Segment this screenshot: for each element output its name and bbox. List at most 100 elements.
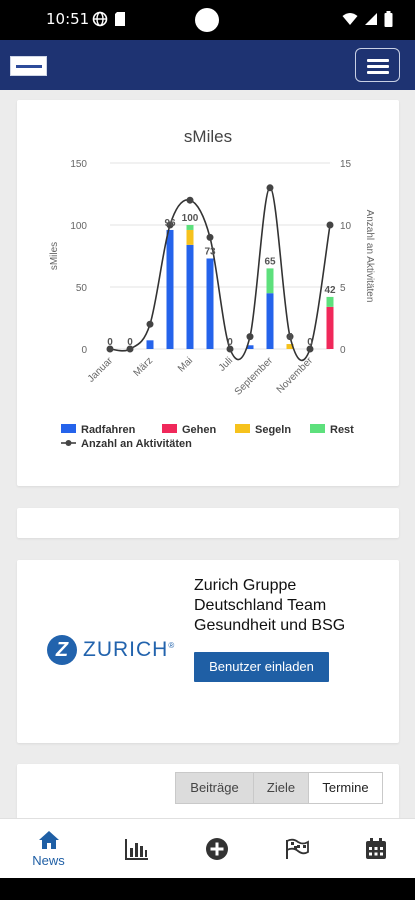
bar-radfahren bbox=[246, 345, 254, 349]
bar-total-label: 0 bbox=[127, 337, 133, 348]
nav-statistics[interactable] bbox=[95, 819, 178, 879]
activity-count-line bbox=[109, 186, 331, 362]
invite-users-button[interactable]: Benutzer einladen bbox=[194, 652, 329, 682]
feed-tabs-card: Beiträge Ziele Termine bbox=[17, 764, 399, 824]
bar-total-label: 73 bbox=[204, 246, 216, 257]
y2-tick-label: 5 bbox=[340, 283, 346, 294]
app-header bbox=[0, 40, 415, 90]
zurich-logo-mark: Z bbox=[47, 635, 77, 665]
y2-tick-label: 0 bbox=[340, 345, 346, 356]
y-tick-label: 0 bbox=[81, 345, 87, 356]
legend-label: Gehen bbox=[182, 424, 217, 436]
activity-count-point bbox=[186, 196, 194, 204]
empty-card bbox=[17, 508, 399, 538]
bottom-navigation: News bbox=[0, 818, 415, 878]
x-tick-label: Januar bbox=[86, 355, 116, 385]
tab-ziele[interactable]: Ziele bbox=[253, 772, 309, 804]
activity-count-point bbox=[286, 333, 294, 341]
app-logo[interactable] bbox=[10, 56, 47, 76]
team-card: Z ZURICH® Zurich Gruppe Deutschland Team… bbox=[17, 560, 399, 743]
home-icon bbox=[38, 831, 59, 849]
globe-icon bbox=[92, 11, 108, 27]
signal-icon bbox=[365, 13, 377, 25]
tab-beitraege[interactable]: Beiträge bbox=[175, 772, 254, 804]
activity-count-point bbox=[306, 345, 314, 353]
bar-total-label: 96 bbox=[164, 218, 176, 229]
activity-count-point bbox=[126, 345, 134, 353]
battery-icon bbox=[384, 11, 393, 27]
bar-rest bbox=[266, 268, 274, 294]
bar-radfahren bbox=[266, 293, 274, 349]
bar-total-label: 42 bbox=[324, 285, 336, 296]
legend-swatch-rest bbox=[310, 424, 325, 433]
bar-total-label: 100 bbox=[182, 213, 199, 224]
legend-swatch-radfahren bbox=[61, 424, 76, 433]
wifi-icon bbox=[342, 13, 358, 25]
smiles-chart: sMiles 0 50 100 150 0 5 10 15 sMiles Anzahl an Akt… bbox=[49, 127, 375, 450]
legend-label: Rest bbox=[330, 424, 354, 436]
y-axis-label: sMiles bbox=[49, 242, 60, 270]
legend-label: Radfahren bbox=[81, 424, 136, 436]
nav-challenges[interactable] bbox=[255, 819, 338, 879]
status-bar: 10:51 bbox=[0, 0, 415, 40]
activity-count-point bbox=[106, 345, 114, 353]
status-icons-left bbox=[92, 11, 126, 27]
bar-rest bbox=[186, 225, 194, 230]
chart-title: sMiles bbox=[184, 127, 232, 146]
nav-add-activity[interactable] bbox=[175, 819, 258, 879]
nav-news[interactable]: News bbox=[7, 819, 90, 879]
sim-card-icon bbox=[115, 12, 125, 26]
legend-label: Segeln bbox=[255, 424, 291, 436]
activity-count-point bbox=[146, 320, 154, 328]
y-tick-label: 150 bbox=[70, 159, 87, 170]
activity-count-point bbox=[226, 345, 234, 353]
x-tick-label: Mai bbox=[176, 355, 195, 374]
bar-gehen bbox=[326, 306, 334, 349]
activity-count-point bbox=[266, 184, 274, 192]
front-camera bbox=[195, 8, 219, 32]
bar-total-label: 65 bbox=[264, 256, 276, 267]
bar-radfahren bbox=[186, 244, 194, 349]
team-title: Zurich Gruppe Deutschland Team Gesundhei… bbox=[194, 577, 346, 634]
nav-calendar[interactable] bbox=[334, 819, 415, 879]
zurich-logo: Z ZURICH® bbox=[47, 635, 175, 665]
system-home-bar bbox=[0, 878, 415, 900]
legend-label: Anzahl an Aktivitäten bbox=[81, 438, 192, 450]
bar-rest bbox=[326, 296, 334, 307]
bar-total-label: 0 bbox=[107, 337, 113, 348]
x-tick-label: November bbox=[275, 355, 316, 396]
legend-line-marker bbox=[65, 440, 72, 446]
bar-total-label: 0 bbox=[307, 337, 313, 348]
activity-count-point bbox=[206, 233, 214, 241]
status-time: 10:51 bbox=[46, 10, 90, 28]
flag-icon bbox=[285, 838, 309, 859]
y2-tick-label: 10 bbox=[340, 221, 352, 232]
legend-swatch-gehen bbox=[162, 424, 177, 433]
bar-total-label: 4 bbox=[287, 332, 293, 343]
activity-count-point bbox=[246, 333, 254, 341]
tab-termine[interactable]: Termine bbox=[308, 772, 383, 804]
hamburger-menu-icon bbox=[367, 59, 389, 62]
bar-segeln bbox=[286, 344, 294, 349]
legend-swatch-segeln bbox=[235, 424, 250, 433]
nav-news-label: News bbox=[32, 853, 65, 868]
y2-axis-label: Anzahl an Aktivitäten bbox=[364, 210, 375, 303]
activity-count-point bbox=[326, 221, 334, 229]
y-tick-label: 50 bbox=[76, 283, 88, 294]
smiles-chart-card: sMiles 0 50 100 150 0 5 10 15 sMiles Anzahl an Akt… bbox=[17, 100, 399, 486]
x-tick-label: Juli bbox=[217, 355, 235, 373]
y-tick-label: 100 bbox=[70, 221, 87, 232]
bar-radfahren bbox=[206, 258, 214, 349]
bar-radfahren bbox=[146, 340, 154, 349]
status-icons-right bbox=[342, 11, 393, 27]
bar-segeln bbox=[186, 229, 194, 245]
zurich-logo-text: ZURICH® bbox=[83, 638, 176, 661]
bar-total-label: 0 bbox=[227, 337, 233, 348]
activity-count-point bbox=[166, 221, 174, 229]
x-tick-label: September bbox=[233, 355, 276, 398]
menu-button[interactable] bbox=[355, 48, 400, 82]
x-tick-label: März bbox=[132, 355, 156, 379]
bar-radfahren bbox=[166, 229, 174, 349]
plus-circle-icon bbox=[205, 838, 228, 860]
y2-tick-label: 15 bbox=[340, 159, 352, 170]
